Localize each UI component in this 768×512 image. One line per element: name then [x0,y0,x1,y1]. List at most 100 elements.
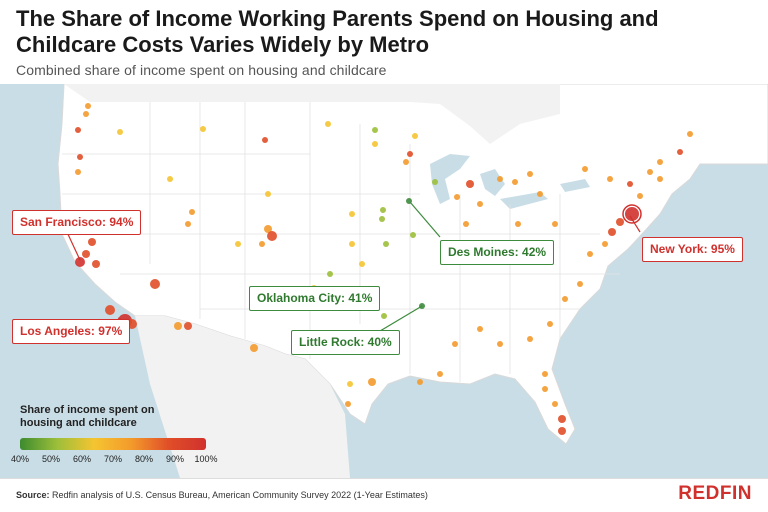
metro-dot [542,386,548,392]
metro-dot [558,427,566,435]
metro-dot [349,241,355,247]
metro-dot [432,179,438,185]
metro-dot [463,221,469,227]
metro-dot [383,241,389,247]
ny-leader [629,215,641,233]
metro-dot [345,401,351,407]
metro-dot [347,381,353,387]
new-york-highlight-ring [622,204,642,224]
metro-dot [379,216,385,222]
metro-dot [677,149,683,155]
legend-tick-label: 80% [134,454,154,464]
metro-dot [184,322,192,330]
metro-dot [380,207,386,213]
desmoines-leader [409,201,441,238]
metro-dot [602,241,608,247]
metro-dot [85,103,91,109]
metro-dot [88,238,96,246]
mexico-landmass [135,316,350,478]
metro-dot [368,378,376,386]
sf-leader [65,229,81,261]
metro-dot [372,127,378,133]
metro-dot [637,193,643,199]
metro-dot [497,341,503,347]
metro-dot [359,261,365,267]
metro-dot [327,271,333,277]
metro-dot [410,232,416,238]
legend-tick-label: 70% [103,454,123,464]
footer-divider [0,478,768,479]
metro-dot [75,127,81,133]
callout-oklahoma-city: Oklahoma City: 41% [249,286,381,311]
metro-dot [185,221,191,227]
metro-dot [105,305,115,315]
metro-dot [454,194,460,200]
map-canvas [57,84,768,478]
callout-san-francisco: San Francisco: 94% [12,210,142,235]
metro-dot [582,166,588,172]
metro-dot [577,281,583,287]
metro-dot [150,279,160,289]
legend-tick-label: 90% [165,454,185,464]
legend: Share of income spent on housing and chi… [10,404,218,468]
legend-title: Share of income spent on housing and chi… [20,404,155,429]
metro-dot [92,260,100,268]
metro-dot [403,159,409,165]
metro-dot [647,169,653,175]
metro-dot [265,191,271,197]
metro-dot [83,111,89,117]
metro-dot [267,231,277,241]
legend-ticks: 40% 50% 60% 70% 80% 90% 100% [10,454,218,468]
metro-dot [527,171,533,177]
state-borders [62,102,620,382]
metro-dot [587,251,593,257]
metro-dot [235,241,241,247]
metro-dot [466,180,474,188]
littlerock-leader [379,305,423,332]
metro-dot [417,379,423,385]
legend-tick-label: 60% [72,454,92,464]
metro-dot [264,225,272,233]
metro-dot [657,159,663,165]
callout-new-york: New York: 95% [642,237,743,262]
metro-dot [562,296,568,302]
metro-dot [537,191,543,197]
us-map: San Francisco: 94% Los Angeles: 97% New … [0,84,768,478]
metro-dot [552,401,558,407]
metro-dot [552,221,558,227]
metro-dot [515,221,521,227]
metro-dot [262,137,268,143]
redfin-logo: REDFIN [678,483,752,504]
metro-dot [497,176,503,182]
canada-landmass [64,84,560,144]
metro-dot [547,321,553,327]
metro-dot [607,176,613,182]
metro-dot [77,154,83,160]
callout-little-rock: Little Rock: 40% [291,330,400,355]
metro-dot [558,415,566,423]
legend-tick-label: 100% [194,454,218,464]
metro-dot [75,169,81,175]
great-lakes [430,154,590,209]
metro-dot [452,341,458,347]
metro-dot [372,141,378,147]
metro-dot [325,121,331,127]
metro-dot [259,241,265,247]
metro-dot [512,179,518,185]
metro-dot [477,326,483,332]
metro-dot [349,211,355,217]
source-label: Source: [16,490,50,500]
metro-dot [75,257,85,267]
metro-dot [625,207,639,221]
metro-dot [542,371,548,377]
metro-dot [82,250,90,258]
metro-dot [657,176,663,182]
metro-dot [189,209,195,215]
metro-dot [687,131,693,137]
metro-dot [200,126,206,132]
metro-dot [174,322,182,330]
metro-dot [608,228,616,236]
metro-dot [381,313,387,319]
metro-dot [117,129,123,135]
metro-dot [477,201,483,207]
